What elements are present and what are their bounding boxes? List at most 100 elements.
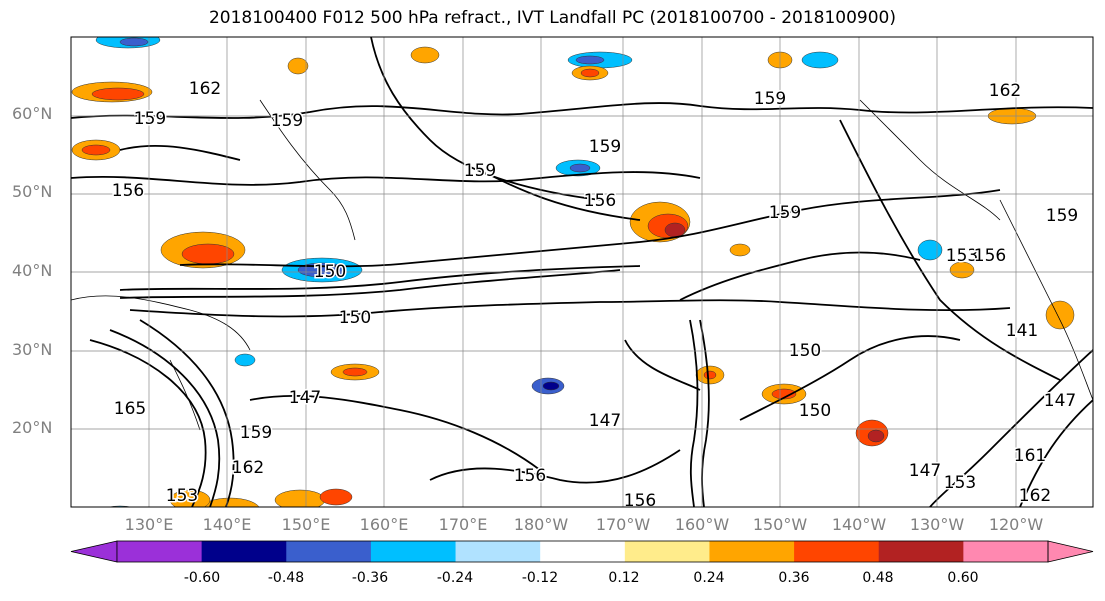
lon-label: 150°W (752, 515, 808, 534)
contour-line (429, 449, 681, 484)
contour-line (839, 119, 1061, 381)
lon-label: 130°E (124, 515, 174, 534)
map-frame (70, 36, 1094, 508)
colorbar-swatch (117, 541, 203, 562)
contour-value-label: 156 (514, 466, 546, 486)
contour-line (479, 169, 641, 221)
contour-value-label: 162 (989, 81, 1021, 101)
anomaly-patch (771, 388, 797, 400)
contour-line (249, 394, 541, 471)
lon-label: 150°E (281, 515, 331, 534)
coastline (71, 295, 251, 351)
colorbar-swatch (624, 541, 710, 562)
colorbar-swatch (370, 541, 457, 562)
anomaly-patch (234, 353, 256, 367)
contour-value-label: 159 (464, 161, 496, 181)
coastline (259, 99, 356, 241)
lat-label: 40°N (12, 261, 53, 280)
contour-value-label: 147 (289, 388, 321, 408)
contour-value-label: 156 (974, 246, 1006, 266)
contour-line (119, 265, 641, 291)
contour-line (624, 339, 701, 391)
anomaly-patch (287, 57, 309, 75)
contour-value-label: 147 (909, 461, 941, 481)
contour-value-label: 153 (944, 473, 976, 493)
contour-value-label: 141 (1006, 321, 1038, 341)
colorbar-tick-label: -0.12 (521, 570, 559, 586)
colorbar-swatch (709, 541, 795, 562)
coastline (859, 99, 1001, 221)
lon-label: 170°E (438, 515, 488, 534)
colorbar-tick-label: -0.24 (436, 570, 474, 586)
contour-line (179, 189, 1001, 268)
contour-line (1019, 399, 1093, 507)
lon-label: 130°W (909, 515, 965, 534)
colorbar-swatch (286, 541, 372, 562)
anomaly-patch (200, 497, 260, 507)
contour-value-label: 159 (271, 111, 303, 131)
contour-line (89, 339, 207, 507)
contour-line (71, 171, 701, 186)
contour-value-label: 150 (339, 308, 371, 328)
lon-label: 170°W (595, 515, 651, 534)
colorbar-tick-label: -0.60 (183, 570, 221, 586)
anomaly-patch (575, 55, 605, 65)
anomaly-patch (119, 37, 149, 47)
contour-value-label: 156 (584, 191, 616, 211)
lat-label: 30°N (12, 340, 53, 359)
contour-line (139, 319, 235, 507)
anomaly-patch (81, 144, 111, 156)
lat-label: 60°N (12, 104, 53, 123)
contour-value-label: 159 (754, 89, 786, 109)
contour-line (739, 335, 961, 421)
colorbar-tick-label: 0.12 (608, 570, 640, 586)
colorbar-swatch (878, 541, 964, 562)
anomaly-patch (917, 239, 943, 261)
contour-line (129, 299, 1011, 318)
anomaly-patch (342, 367, 368, 377)
anomaly-patch (91, 87, 145, 101)
contour-value-label: 159 (769, 203, 801, 223)
contour-value-label: 162 (1019, 486, 1051, 506)
colorbar-tick-label: 0.36 (778, 570, 810, 586)
colorbar-tick-label: 0.24 (693, 570, 725, 586)
contour-line (929, 349, 1093, 507)
coastline (169, 359, 201, 431)
colorbar-tick-label: -0.48 (267, 570, 305, 586)
colorbar-extend-high (1047, 540, 1094, 563)
colorbar-extend-low (70, 540, 118, 563)
lon-label: 120°W (988, 515, 1044, 534)
contour-line (689, 319, 699, 507)
contour-value-label: 162 (232, 458, 264, 478)
contour-value-label: 165 (114, 399, 146, 419)
contour-value-label: 156 (624, 491, 656, 511)
contour-value-label: 147 (589, 411, 621, 431)
lon-label: 160°E (359, 515, 409, 534)
contour-line (71, 102, 1093, 119)
colorbar-frame (116, 540, 1049, 563)
anomaly-patch (542, 381, 560, 391)
colorbar-swatch (963, 541, 1049, 562)
anomaly-patch (319, 488, 353, 506)
lon-label: 180°W (513, 515, 569, 534)
contour-value-label: 156 (112, 181, 144, 201)
coastline (999, 199, 1093, 401)
contour-value-label: 161 (1014, 446, 1046, 466)
map-title: 2018100400 F012 500 hPa refract., IVT La… (208, 8, 896, 28)
contour-value-label: 153 (946, 246, 978, 266)
anomaly-patch (801, 51, 839, 69)
anomaly-patch (867, 429, 885, 443)
colorbar-tick-label: -0.36 (351, 570, 389, 586)
colorbar-swatch (455, 541, 541, 562)
contour-line (370, 37, 601, 201)
contour-value-label: 159 (134, 109, 166, 129)
anomaly-patch (410, 46, 440, 64)
anomaly-patch (729, 243, 751, 257)
contour-value-label: 150 (314, 262, 346, 282)
lon-label: 140°W (831, 515, 887, 534)
lon-label: 140°E (202, 515, 252, 534)
contour-value-label: 159 (589, 137, 621, 157)
anomaly-patch (949, 261, 975, 279)
